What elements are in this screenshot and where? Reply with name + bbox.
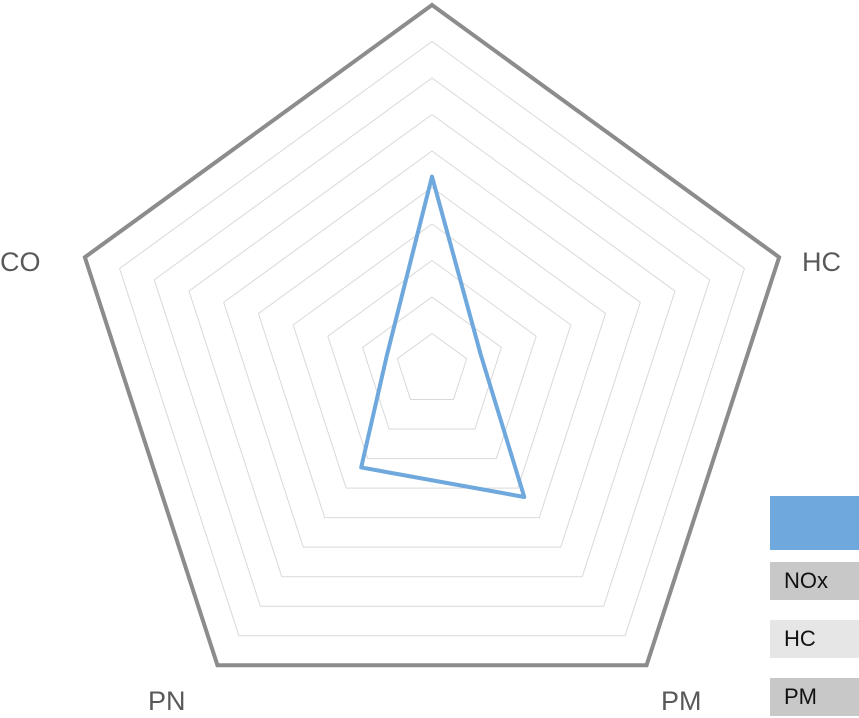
legend-entry-pm: PM	[770, 678, 859, 716]
axis-label-hc: HC	[802, 247, 841, 277]
axis-label-co: CO	[0, 247, 41, 277]
radar-grid-ring	[396, 332, 468, 401]
radar-grid-ring	[292, 223, 572, 489]
radar-grid-ring	[153, 77, 711, 607]
radar-grid-ring	[257, 186, 607, 519]
radar-grid-ring	[188, 113, 676, 578]
axis-label-pm: PM	[661, 686, 702, 716]
radar-outer-ring	[82, 2, 782, 668]
radar-grid-ring	[327, 259, 537, 460]
radar-grid-ring	[223, 150, 641, 548]
legend-entry-nox: NOx	[770, 562, 859, 600]
radar-grid-ring	[361, 296, 503, 430]
legend-entry-hc: HC	[770, 620, 859, 658]
legend-series-swatch	[770, 496, 859, 550]
series-line-0	[359, 174, 527, 499]
axis-label-pn: PN	[148, 686, 186, 716]
radar-grid-ring	[118, 40, 746, 637]
